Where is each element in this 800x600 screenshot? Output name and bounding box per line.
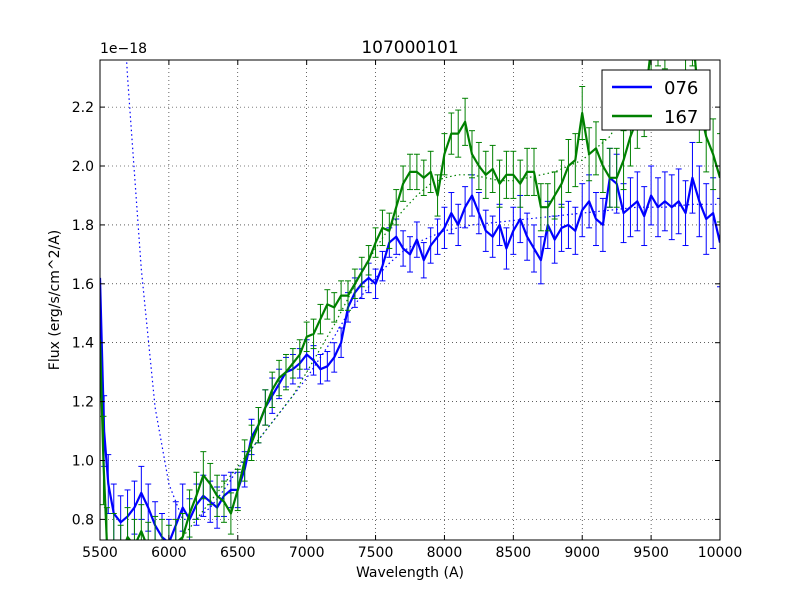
x-tick-label: 9000 — [564, 545, 600, 561]
series-layer — [100, 60, 720, 540]
legend-label: 167 — [664, 107, 698, 128]
y-tick-label: 2.0 — [72, 159, 94, 175]
x-tick-label: 8000 — [427, 545, 463, 561]
y-tick-label: 2.2 — [72, 100, 94, 116]
y-tick-label: 1.8 — [72, 218, 94, 234]
x-tick-label: 9500 — [633, 545, 669, 561]
y-axis: 0.8 1.0 1.2 1.4 1.6 1.8 2.0 2.2 — [72, 100, 720, 528]
x-tick-label: 6000 — [151, 545, 187, 561]
y-tick-label: 1.4 — [72, 336, 94, 352]
series-line-167 — [100, 60, 720, 540]
x-axis: 5500 6000 6500 7000 7500 8000 8500 9000 9500 1000… — [82, 60, 742, 561]
plot-frame — [99, 59, 721, 541]
y-axis-offset-label: 1e−18 — [100, 41, 147, 57]
legend-box — [601, 69, 711, 131]
x-axis-label: Wavelength (A) — [356, 565, 464, 581]
x-tick-label: 7000 — [289, 545, 325, 561]
series-167 — [100, 60, 720, 540]
series-line-076 — [100, 176, 720, 540]
x-tick-label: 5500 — [82, 545, 118, 561]
legend-label: 076 — [664, 78, 698, 99]
x-tick-label: 8500 — [496, 545, 532, 561]
y-tick-label: 0.8 — [72, 512, 94, 528]
y-axis-label: Flux (erg/s/cm^2/A) — [47, 230, 63, 370]
chart-title: 107000101 — [361, 38, 458, 58]
y-tick-label: 1.6 — [72, 277, 94, 293]
x-tick-label: 7500 — [358, 545, 394, 561]
y-tick-label: 1.0 — [72, 453, 94, 469]
x-tick-label: 6500 — [220, 545, 256, 561]
y-tick-label: 1.2 — [72, 395, 94, 411]
x-tick-label: 10000 — [698, 545, 743, 561]
